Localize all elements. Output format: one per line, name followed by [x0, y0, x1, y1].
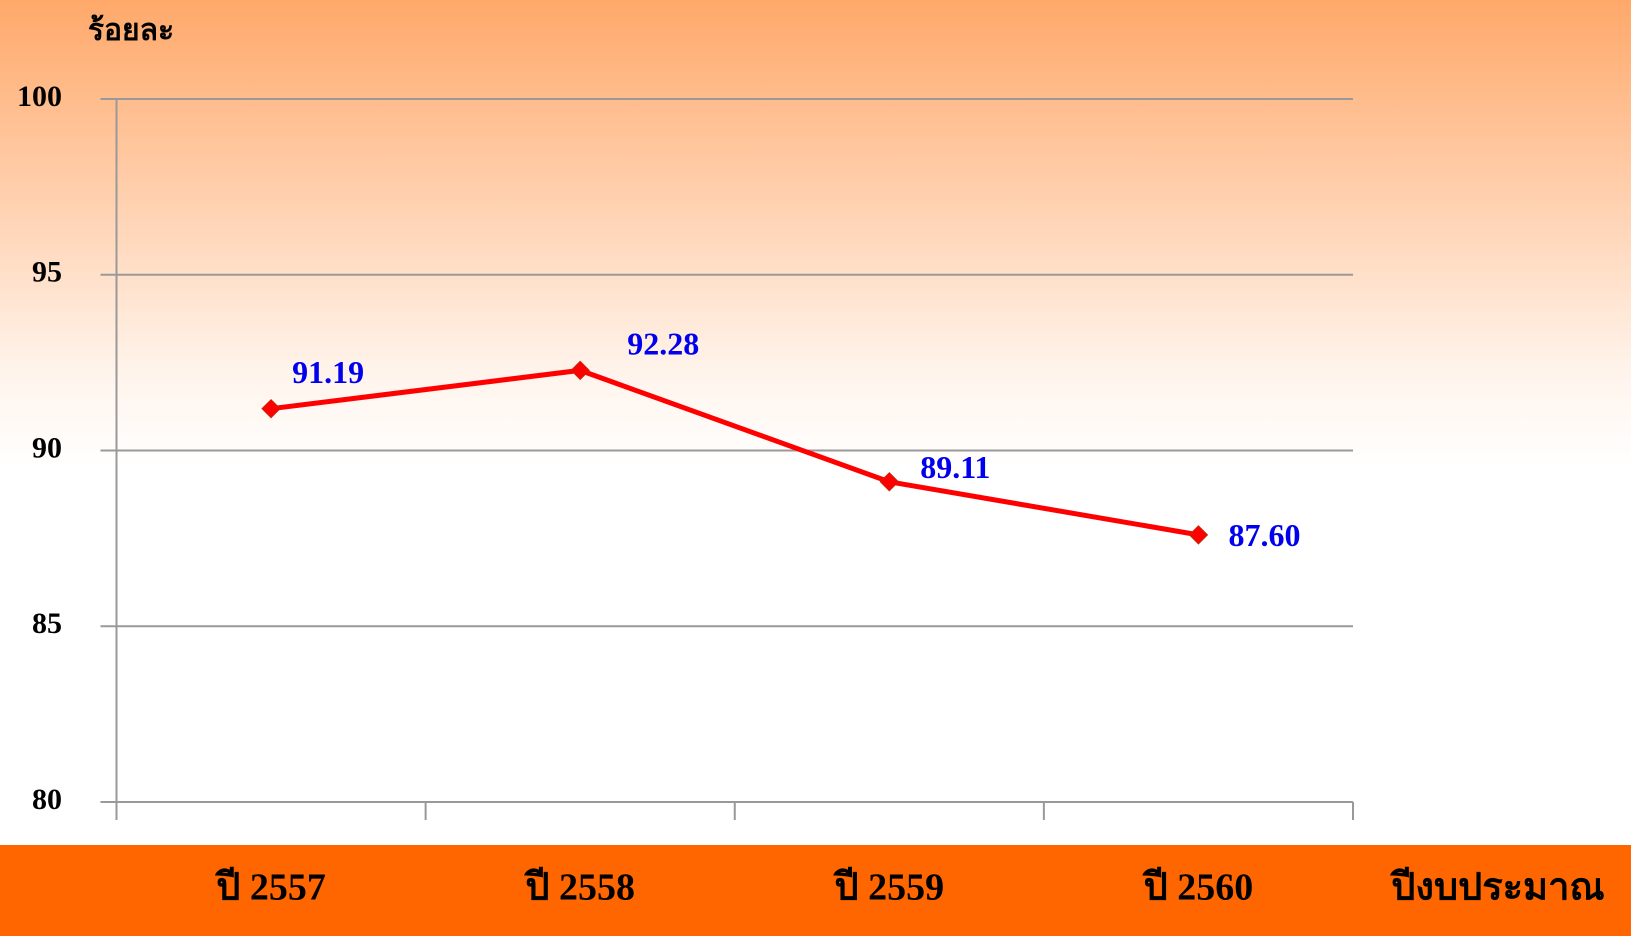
y-tick-label: 80	[32, 783, 62, 816]
x-axis-label: ปีงบประมาณ	[1390, 867, 1605, 909]
y-tick-label: 95	[32, 256, 62, 289]
data-label: 92.28	[627, 326, 699, 362]
line	[270, 367, 1199, 538]
y-tick-label: 90	[32, 431, 62, 464]
marker	[879, 472, 900, 492]
x-tick-label: ปี 2557	[215, 867, 326, 909]
y-tick-label: 85	[32, 607, 62, 640]
category-band	[0, 845, 1631, 936]
marker	[1188, 525, 1209, 545]
x-tick-label: ปี 2558	[524, 867, 635, 909]
y-tick-label: 100	[17, 80, 62, 113]
marker	[570, 360, 590, 381]
x-tick-label: ปี 2559	[833, 867, 944, 909]
y-axis-label: ร้อยละ	[88, 14, 174, 47]
data-label: 89.11	[920, 449, 990, 485]
data-label: 87.60	[1228, 517, 1300, 553]
marker	[261, 398, 281, 419]
data-label: 91.19	[292, 354, 364, 390]
x-tick-label: ปี 2560	[1142, 867, 1253, 909]
